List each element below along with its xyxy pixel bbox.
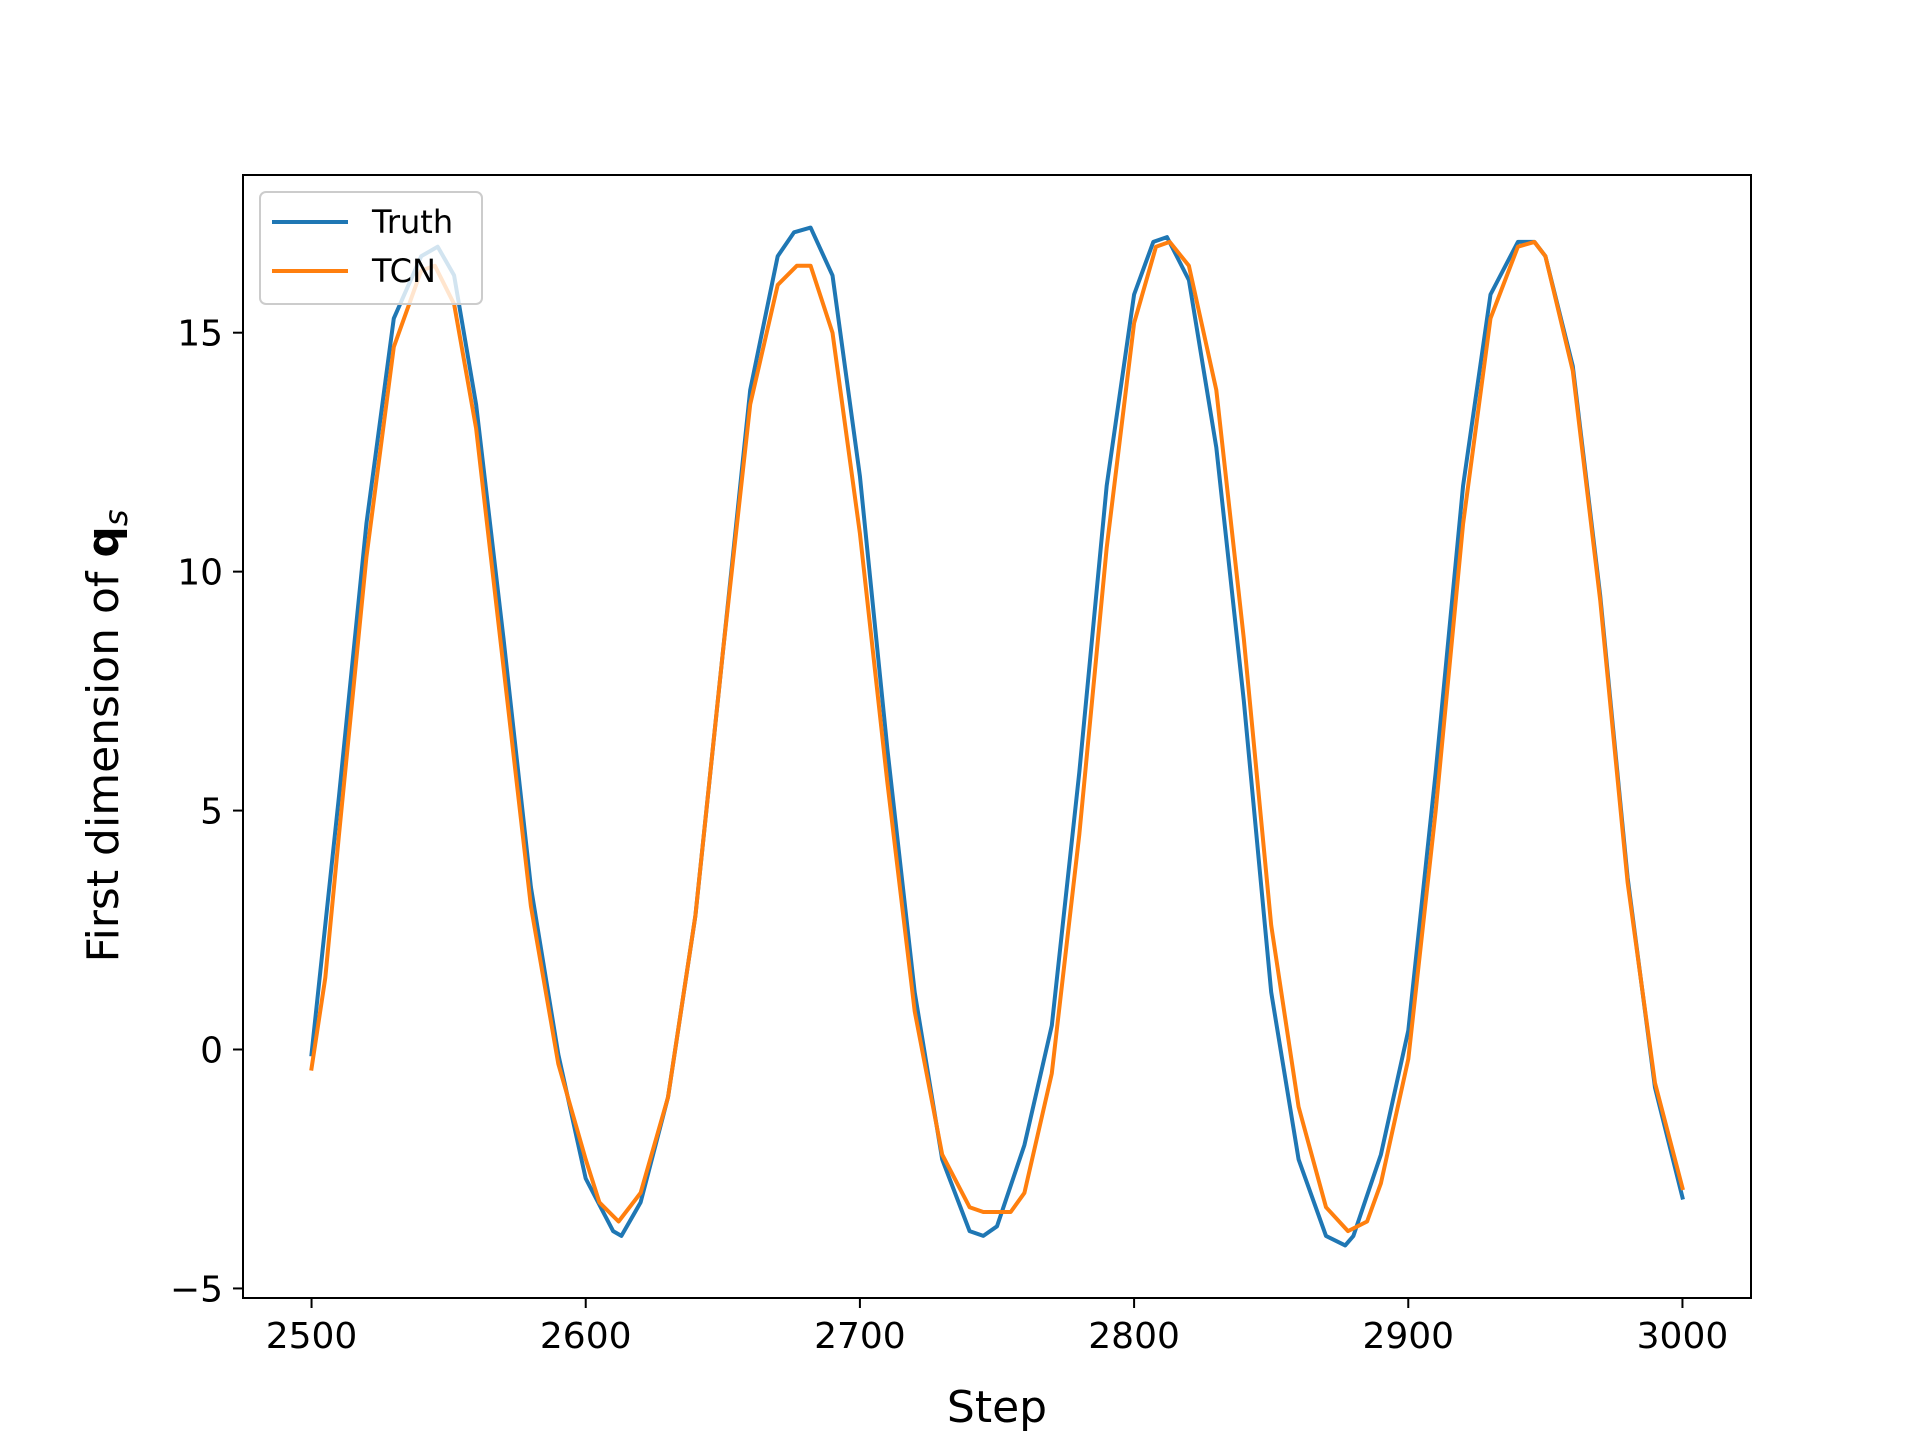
- y-axis-label-subscript: s: [97, 509, 135, 526]
- legend: Truth TCN: [259, 191, 483, 305]
- series-line-tcn: [309, 239, 1685, 1234]
- y-axis-label-text: First dimension of: [78, 558, 129, 963]
- y-axis-label-symbol: q: [78, 526, 129, 558]
- legend-label-tcn: TCN: [371, 252, 436, 290]
- y-axis: −5 0 5 10 15: [170, 314, 243, 1310]
- x-tick-label: 2500: [266, 1316, 358, 1357]
- x-tick-label: 2600: [540, 1316, 632, 1357]
- series-line-truth: [309, 225, 1685, 1248]
- x-tick-label: 2800: [1088, 1316, 1180, 1357]
- y-tick-label: 15: [177, 314, 223, 355]
- x-tick-label: 3000: [1637, 1316, 1729, 1357]
- y-tick-label: 5: [200, 792, 223, 833]
- x-axis: 2500 2600 2700 2800 2900 3000: [266, 1298, 1729, 1357]
- series-layer: [309, 225, 1685, 1248]
- y-tick-label: 0: [200, 1031, 223, 1072]
- y-tick-label: 10: [177, 553, 223, 594]
- x-tick-label: 2900: [1362, 1316, 1454, 1357]
- legend-label-truth: Truth: [371, 203, 453, 241]
- x-tick-label: 2700: [814, 1316, 906, 1357]
- plot-frame: [242, 174, 1752, 1299]
- y-axis-label: First dimension of qs: [78, 509, 135, 962]
- y-tick-label: −5: [170, 1269, 223, 1310]
- x-axis-label: Step: [947, 1382, 1047, 1433]
